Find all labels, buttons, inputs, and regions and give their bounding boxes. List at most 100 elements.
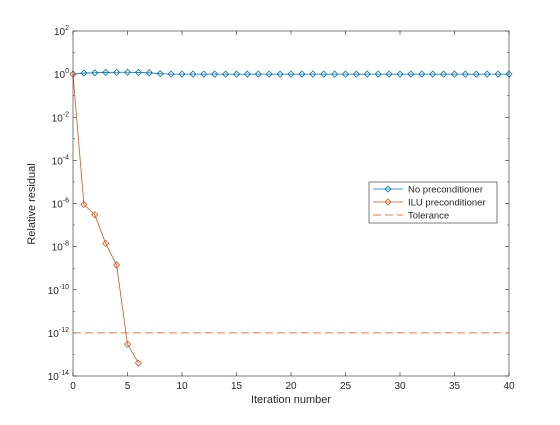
legend-label: No preconditioner [408, 185, 483, 196]
y-tick-label-exponent: -12 [59, 327, 69, 334]
y-tick-label-base: 10 [52, 200, 64, 211]
x-tick-label: 5 [125, 381, 131, 392]
legend-label: Tolerance [408, 211, 449, 222]
series-ilu-preconditioner [69, 70, 142, 367]
legend-marker [384, 198, 392, 206]
plot-frame [72, 30, 510, 377]
data-point-no-preconditioner [461, 70, 469, 78]
y-tick-label: 10-2 [52, 111, 69, 124]
legend: No preconditioner ILU preconditioner Toler… [368, 181, 498, 224]
data-point-no-preconditioner [407, 70, 415, 78]
data-point-no-preconditioner [341, 70, 350, 78]
data-point-no-preconditioner [134, 68, 142, 76]
y-tick-label: 10-14 [48, 370, 69, 383]
y-tick-label: 102 [54, 25, 69, 38]
data-point-no-preconditioner [265, 70, 273, 78]
data-point-no-preconditioner [374, 70, 382, 78]
data-point-no-preconditioner [352, 70, 360, 78]
data-point-no-preconditioner [483, 70, 491, 78]
data-point-no-preconditioner [494, 70, 502, 78]
data-point-ilu-preconditioner [113, 261, 121, 269]
data-point-no-preconditioner [385, 70, 393, 78]
x-tick-label: 25 [340, 381, 352, 392]
y-tick-label: 100 [54, 68, 69, 81]
series-line-no-preconditioner [72, 71, 509, 75]
x-axis-label: Iteration number [251, 394, 331, 406]
data-point-no-preconditioner [429, 70, 437, 78]
y-axis-label: Relative residual [26, 163, 38, 244]
data-point-no-preconditioner [123, 68, 132, 76]
y-tick-label: 10-12 [48, 327, 69, 340]
y-tick-label-exponent: -10 [59, 284, 69, 291]
x-tick-label: 15 [231, 381, 243, 392]
y-tick-label: 10-8 [52, 241, 69, 254]
data-point-no-preconditioner [178, 70, 186, 78]
x-tick-label: 20 [285, 381, 297, 392]
data-point-no-preconditioner [222, 70, 230, 78]
series-layer [69, 68, 513, 367]
data-point-no-preconditioner [102, 68, 110, 76]
data-point-ilu-preconditioner [102, 239, 110, 248]
data-point-no-preconditioner [211, 70, 219, 78]
data-point-no-preconditioner [450, 70, 459, 78]
data-point-no-preconditioner [200, 70, 208, 78]
y-tick-label-exponent: -14 [59, 370, 69, 377]
data-point-no-preconditioner [363, 70, 371, 78]
data-point-no-preconditioner [167, 70, 175, 78]
y-tick-label-base: 10 [54, 27, 66, 38]
data-point-no-preconditioner [287, 70, 295, 78]
data-point-ilu-preconditioner [134, 359, 142, 367]
data-point-no-preconditioner [298, 70, 306, 78]
data-point-no-preconditioner [80, 69, 88, 77]
legend-entry-tolerance: Tolerance [373, 211, 449, 222]
y-tick-label-exponent: 2 [65, 25, 69, 32]
y-tick-label-base: 10 [54, 70, 66, 81]
data-point-no-preconditioner [309, 70, 317, 78]
data-point-no-preconditioner [156, 70, 164, 78]
data-point-no-preconditioner [254, 70, 262, 78]
data-point-ilu-preconditioner [91, 211, 99, 219]
y-tick-label: 10-4 [52, 154, 69, 167]
legend-marker [384, 185, 392, 193]
y-tick-label-base: 10 [48, 286, 60, 297]
y-tick-label-exponent: 0 [65, 68, 69, 75]
y-tick-label-exponent: -8 [63, 241, 69, 248]
data-point-no-preconditioner [232, 70, 241, 78]
data-point-no-preconditioner [396, 70, 404, 78]
y-tick-label-exponent: -6 [63, 198, 69, 205]
y-tick-label-base: 10 [48, 372, 60, 383]
data-point-no-preconditioner [189, 70, 197, 78]
data-point-ilu-preconditioner [123, 340, 132, 348]
y-tick-label-base: 10 [52, 156, 64, 167]
series-no-preconditioner [69, 68, 513, 78]
legend-label: ILU preconditioner [408, 198, 486, 209]
data-point-no-preconditioner [243, 70, 251, 78]
legend-entry-no-preconditioner: No preconditioner [373, 185, 483, 196]
data-point-no-preconditioner [276, 70, 284, 78]
y-tick-label-exponent: -4 [63, 154, 69, 161]
y-tick-label-base: 10 [52, 113, 64, 124]
x-tick-label: 0 [70, 381, 76, 392]
data-point-ilu-preconditioner [80, 200, 88, 209]
y-tick-label: 10-6 [52, 198, 69, 211]
data-point-no-preconditioner [320, 70, 328, 78]
x-tick-label: 30 [394, 381, 406, 392]
data-point-no-preconditioner [91, 69, 99, 77]
y-tick-label-exponent: -2 [63, 111, 69, 118]
legend-entries: No preconditioner ILU preconditioner Toler… [373, 185, 486, 222]
x-tick-label: 40 [503, 381, 515, 392]
data-point-no-preconditioner [145, 69, 153, 77]
data-point-no-preconditioner [331, 70, 339, 78]
data-point-no-preconditioner [440, 70, 448, 78]
series-line-ilu-preconditioner [72, 74, 139, 364]
x-tick-label: 35 [449, 381, 461, 392]
data-point-no-preconditioner [472, 70, 480, 78]
y-tick-label-base: 10 [52, 243, 64, 254]
data-point-no-preconditioner [113, 68, 121, 76]
legend-entry-ilu-preconditioner: ILU preconditioner [373, 198, 486, 209]
x-tick-label: 10 [176, 381, 188, 392]
data-point-no-preconditioner [418, 70, 426, 78]
y-tick-label-base: 10 [48, 329, 60, 340]
